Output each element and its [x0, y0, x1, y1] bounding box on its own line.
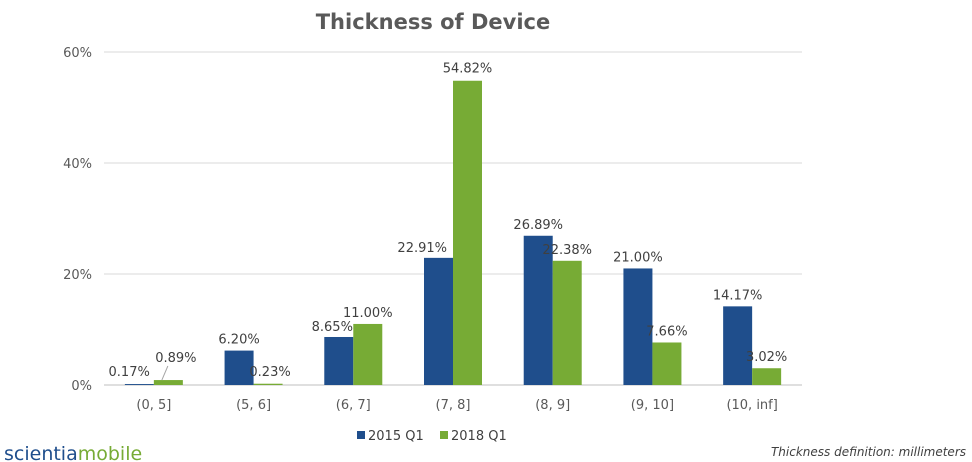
data-label: 7.66%	[646, 324, 687, 339]
legend-label: 2015 Q1	[368, 429, 424, 444]
data-label: 0.17%	[109, 365, 150, 380]
bar	[552, 260, 582, 385]
y-tick-label: 0%	[71, 379, 92, 394]
logo-part1: scientia	[4, 443, 78, 462]
x-tick-label: (5, 6]	[236, 398, 271, 413]
data-label: 8.65%	[312, 320, 353, 335]
bar	[652, 342, 682, 385]
bar	[224, 350, 254, 385]
legend-label: 2018 Q1	[451, 429, 507, 444]
x-tick-label: (8, 9]	[535, 398, 570, 413]
bar	[723, 306, 753, 385]
data-label: 21.00%	[613, 250, 663, 265]
y-tick-label: 60%	[63, 46, 92, 61]
x-tick-label: (9, 10]	[631, 398, 674, 413]
data-label: 3.02%	[746, 350, 787, 365]
data-labels: 0.17% 0.89% 6.20% 0.23% 8.65%11.00% 22.91% 54.…	[109, 62, 787, 381]
x-tick-label: (0, 5]	[136, 398, 171, 413]
data-label: 11.00%	[343, 306, 393, 321]
chart-title: Thickness of Device	[316, 10, 551, 34]
footnote: Thickness definition: millimeters	[771, 445, 966, 459]
data-label: 54.82%	[443, 62, 493, 77]
x-tick-label: (7, 8]	[436, 398, 471, 413]
data-label: 6.20%	[218, 333, 259, 348]
bar	[324, 336, 354, 385]
bar	[623, 268, 653, 385]
y-axis: 0% 20% 40% 60%	[63, 46, 92, 394]
bar	[523, 235, 553, 385]
data-label: 22.38%	[542, 243, 592, 258]
leader-line	[161, 365, 169, 381]
bar	[424, 257, 453, 385]
data-label: 22.91%	[397, 241, 447, 256]
legend-swatch	[357, 431, 365, 439]
data-label: 0.23%	[249, 365, 290, 380]
bar	[752, 368, 782, 385]
legend: 2015 Q1 2018 Q1	[357, 429, 507, 444]
data-label: 14.17%	[713, 288, 763, 303]
x-axis: (0, 5] (5, 6] (6, 7] (7, 8] (8, 9] (9, 10] (10…	[136, 398, 777, 413]
bar	[153, 380, 183, 385]
logo: scientiamobile	[4, 443, 142, 462]
logo-part2: mobile	[78, 443, 142, 462]
data-label: 0.89%	[155, 351, 196, 366]
x-tick-label: (10, inf]	[726, 398, 777, 413]
bar	[353, 323, 383, 385]
bars	[124, 80, 782, 386]
bar	[124, 384, 154, 385]
legend-swatch	[440, 431, 448, 439]
data-label: 26.89%	[513, 218, 563, 233]
y-tick-label: 20%	[63, 268, 92, 283]
bar	[253, 383, 283, 385]
y-tick-label: 40%	[63, 157, 92, 172]
bar	[453, 80, 482, 386]
x-tick-label: (6, 7]	[336, 398, 371, 413]
